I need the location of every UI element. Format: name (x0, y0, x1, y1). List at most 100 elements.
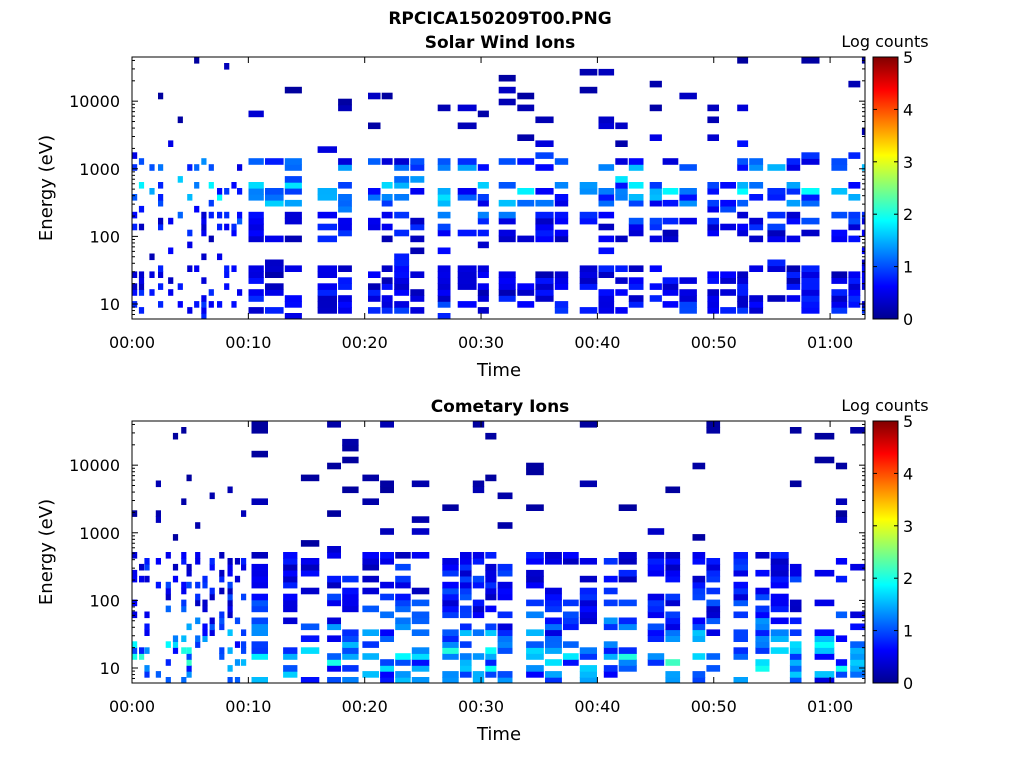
spectrogram-cell (679, 289, 697, 296)
spectrogram-cell (755, 617, 770, 625)
spectrogram-cell (786, 217, 801, 225)
spectrogram-cell (460, 552, 472, 559)
spectrogram-cell (380, 671, 394, 678)
spectrogram-cell (831, 229, 848, 237)
spectrogram-cell (231, 223, 237, 231)
spectrogram-cell (172, 641, 179, 648)
spectrogram-cell (679, 217, 697, 225)
spectrogram-cell (237, 164, 243, 171)
spectrogram-cell (442, 605, 459, 613)
spectrogram-cell (789, 605, 802, 613)
spectrogram-cell (186, 671, 192, 678)
spectrogram-cell (442, 641, 459, 648)
y-tick-label: 10 (100, 295, 120, 314)
spectrogram-cell (498, 182, 516, 189)
spectrogram-cell (706, 629, 721, 636)
spectrogram-cell (579, 86, 598, 94)
spectrogram-cell (251, 552, 268, 559)
spectrogram-cell (381, 194, 393, 201)
spectrogram-cell (770, 605, 789, 613)
spectrogram-cell (498, 98, 516, 106)
spectrogram-cell (338, 307, 352, 314)
spectrogram-cell (850, 671, 865, 678)
spectrogram-cell (460, 641, 472, 648)
spectrogram-cell (460, 623, 472, 631)
spectrogram-cell (368, 295, 381, 302)
spectrogram-cell (498, 283, 516, 290)
spectrogram-cell (317, 301, 337, 308)
spectrogram-cell (327, 635, 341, 642)
spectrogram-cell (801, 265, 820, 272)
spectrogram-solar-wind (132, 57, 865, 319)
spectrogram-cell (831, 295, 848, 302)
spectrogram-cell (801, 277, 820, 284)
spectrogram-cell (201, 217, 207, 225)
spectrogram-cell (381, 199, 393, 207)
spectrogram-cell (241, 563, 247, 571)
spectrogram-cell (457, 164, 477, 171)
spectrogram-cell (786, 182, 801, 189)
spectrogram-cell (251, 641, 268, 648)
spectrogram-cell (831, 188, 848, 195)
spectrogram-cell (749, 158, 764, 165)
spectrogram-cell (411, 647, 430, 654)
spectrogram-cell (692, 462, 706, 470)
spectrogram-cell (662, 199, 679, 207)
spectrogram-cell (144, 665, 150, 672)
spectrogram-cell (545, 552, 562, 559)
spectrogram-cell (300, 677, 320, 683)
spectrogram-cell (665, 599, 681, 607)
spectrogram-cell (615, 235, 628, 243)
spectrogram-cell (498, 199, 516, 207)
spectrogram-cell (251, 563, 268, 571)
spectrogram-cell (177, 176, 183, 183)
spectrogram-cell (706, 665, 721, 672)
spectrogram-cell (181, 605, 187, 613)
spectrogram-cell (342, 605, 359, 613)
spectrogram-cell (720, 182, 736, 189)
colorbar-tick-label: 0 (903, 674, 913, 693)
colorbar-tick-label: 5 (903, 412, 913, 431)
spectrogram-cell (615, 289, 628, 296)
spectrogram-cell (395, 605, 411, 613)
spectrogram-cell (300, 569, 320, 577)
spectrogram-cell (201, 313, 207, 319)
spectrogram-cell (194, 57, 200, 64)
spectrogram-cell (224, 283, 230, 290)
spectrogram-cell (172, 563, 179, 571)
spectrogram-cell (526, 611, 544, 619)
spectrogram-cell (201, 158, 207, 165)
spectrogram-cell (554, 277, 569, 284)
spectrogram-cell (706, 563, 721, 571)
spectrogram-cell (733, 593, 748, 601)
spectrogram-cell (394, 158, 410, 165)
spectrogram-cell (186, 474, 192, 482)
spectrogram-cell (227, 611, 233, 619)
spectrogram-cell (598, 307, 615, 314)
spectrogram-cell (649, 80, 662, 88)
spectrogram-cell (535, 289, 554, 296)
spectrogram-cell (411, 665, 430, 672)
spectrogram-cell (381, 295, 393, 302)
spectrogram-cell (647, 558, 665, 565)
spectrogram-cell (411, 516, 430, 523)
spectrogram-cell (381, 283, 393, 290)
spectrogram-cell (472, 677, 485, 683)
spectrogram-cell (251, 617, 268, 625)
spectrogram-cell (679, 307, 697, 314)
spectrogram-cell (368, 223, 381, 231)
colorbar-ticks-cometary: 0 1 2 3 4 5 (873, 412, 913, 693)
spectrogram-cell (149, 271, 155, 278)
x-tick-label: 00:10 (225, 697, 271, 716)
spectrogram-cell (380, 486, 394, 494)
spectrogram-cell (770, 552, 789, 559)
colorbar-tick-label: 1 (903, 258, 913, 277)
spectrogram-cell (158, 199, 164, 207)
spectrogram-cell (165, 677, 171, 683)
spectrogram-cell (248, 188, 264, 195)
spectrogram-cell (227, 486, 233, 494)
spectrogram-cell (598, 223, 615, 231)
spectrogram-cell (411, 659, 430, 666)
spectrogram-cell (368, 122, 381, 130)
x-tick-label: 00:50 (691, 697, 737, 716)
